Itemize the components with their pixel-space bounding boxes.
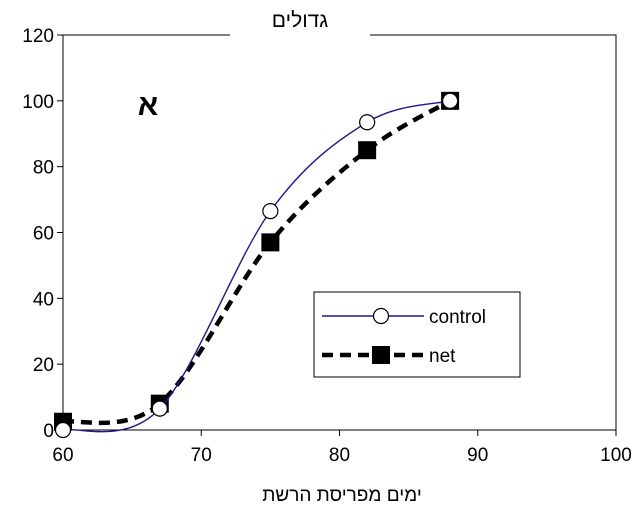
- net-line: [62, 98, 452, 426]
- legend-label-control: control: [429, 307, 486, 328]
- x-tick-label: 100: [600, 445, 632, 466]
- legend-marker-net: [372, 346, 390, 364]
- y-tick-label: 60: [33, 224, 54, 245]
- net-point: [261, 233, 280, 252]
- net-point: [358, 141, 377, 160]
- control-point: [442, 92, 459, 109]
- series-control: [54, 92, 459, 439]
- panel-label: א: [138, 89, 158, 122]
- x-axis-label: ימים מפריסת הרשת: [262, 485, 422, 506]
- title-background: [230, 6, 370, 42]
- y-tick-label: 0: [43, 421, 54, 442]
- legend-label-net: net: [429, 346, 456, 367]
- y-tick-label: 40: [33, 289, 54, 310]
- legend: control net: [313, 291, 521, 378]
- x-tick-label: 60: [52, 445, 73, 466]
- control-line: [62, 100, 451, 433]
- series-layer: [54, 91, 460, 439]
- control-point: [262, 203, 279, 220]
- control-point: [151, 400, 168, 417]
- y-tick-label: 120: [22, 26, 54, 47]
- x-tick-label: 70: [191, 445, 212, 466]
- y-axis: 0 20 40 60 80 100 120: [22, 26, 63, 442]
- legend-marker-control: [372, 307, 390, 325]
- y-tick-label: 100: [22, 92, 54, 113]
- x-tick-label: 80: [329, 445, 350, 466]
- control-point: [359, 114, 376, 131]
- x-axis: 60 70 80 90 100: [52, 430, 632, 466]
- y-tick-label: 20: [33, 355, 54, 376]
- chart-title: גדולים: [272, 9, 328, 32]
- control-point: [54, 421, 72, 439]
- x-tick-label: 90: [467, 445, 488, 466]
- y-tick-label: 80: [33, 158, 54, 179]
- legend-box: [313, 291, 521, 378]
